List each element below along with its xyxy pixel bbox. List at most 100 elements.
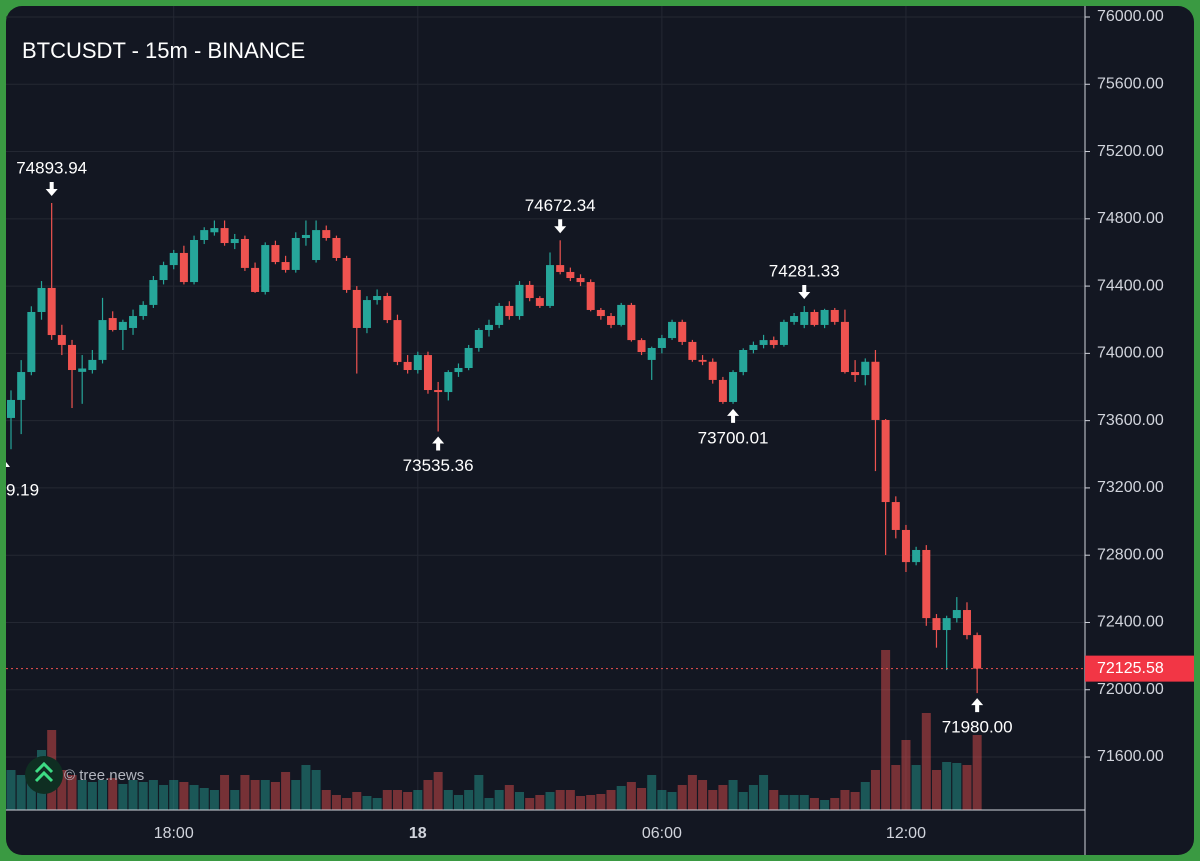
candle-body xyxy=(556,265,565,272)
volume-bar xyxy=(931,770,941,810)
candle-body xyxy=(881,419,890,503)
volume-bar xyxy=(331,795,341,810)
annotation-label: 74893.94 xyxy=(16,158,87,177)
volume-bar xyxy=(291,780,301,810)
candle-body xyxy=(586,282,595,310)
volume-bar xyxy=(840,790,850,810)
volume-bar xyxy=(809,798,819,810)
candle-body xyxy=(220,228,229,244)
annotation-arrow xyxy=(45,182,58,197)
annotation-arrow xyxy=(432,436,445,451)
candle-body xyxy=(342,258,351,290)
candle-body xyxy=(688,341,697,360)
candle-body xyxy=(200,230,209,241)
candle-body xyxy=(179,252,188,283)
candle-body xyxy=(952,610,961,619)
y-tick-label: 72800.00 xyxy=(1097,546,1164,563)
volume-bar xyxy=(392,790,402,810)
annotation-label: 73700.01 xyxy=(698,428,769,447)
y-tick-label: 75200.00 xyxy=(1097,143,1164,160)
candle-body xyxy=(851,372,860,376)
volume-bar xyxy=(199,788,209,810)
volume-bar xyxy=(16,775,26,810)
volume-bar xyxy=(657,790,667,810)
candle-body xyxy=(678,321,687,342)
candle-body xyxy=(108,318,117,330)
volume-bar xyxy=(281,772,291,810)
volume-bar xyxy=(372,798,382,810)
volume-bar xyxy=(698,780,708,810)
chart-title: BTCUSDT - 15m - BINANCE xyxy=(22,38,305,63)
candle-body xyxy=(942,618,951,631)
volume-bar xyxy=(962,765,972,810)
candle-body xyxy=(393,320,402,362)
annotation-label: 73535.36 xyxy=(403,456,474,475)
candle-body xyxy=(657,338,666,348)
candle-body xyxy=(718,379,727,402)
volume-bar xyxy=(850,792,860,810)
candle-body xyxy=(779,321,788,345)
candle-body xyxy=(312,230,321,261)
volume-bar xyxy=(311,770,321,810)
volume-bar xyxy=(342,798,352,810)
volume-bar xyxy=(494,790,504,810)
volume-bar xyxy=(891,765,901,810)
candle-body xyxy=(149,280,158,305)
volume-bar xyxy=(77,780,87,810)
candle-body xyxy=(17,372,26,400)
volume-bar xyxy=(942,762,952,810)
candle-body xyxy=(251,267,260,292)
candle-body xyxy=(332,237,341,259)
y-tick-label: 71600.00 xyxy=(1097,748,1164,765)
volume-bar xyxy=(270,782,280,810)
volume-bar xyxy=(606,790,616,810)
y-tick-label: 74000.00 xyxy=(1097,345,1164,362)
candle-body xyxy=(88,359,97,371)
volume-bar xyxy=(159,785,169,810)
candle-body xyxy=(962,610,971,636)
annotation-arrow xyxy=(6,462,10,467)
candle-body xyxy=(423,355,432,391)
candle-body xyxy=(169,252,178,266)
volume-bar xyxy=(799,795,809,810)
volume-bar xyxy=(220,775,230,810)
candle-body xyxy=(271,245,280,263)
volume-bar xyxy=(535,795,545,810)
volume-bar xyxy=(972,735,982,810)
volume-bar xyxy=(687,775,697,810)
candle-body xyxy=(973,635,982,669)
volume-bar xyxy=(250,780,260,810)
volume-bar xyxy=(148,780,158,810)
volume-bar xyxy=(362,796,372,810)
annotation-arrow xyxy=(727,408,740,423)
watermark: © tree.news xyxy=(64,767,144,784)
volume-bar xyxy=(637,788,647,810)
volume-bar xyxy=(626,782,636,810)
last-price-label: 72125.58 xyxy=(1097,660,1164,677)
volume-bar xyxy=(952,763,962,810)
candle-body xyxy=(444,372,453,393)
volume-bar xyxy=(423,780,433,810)
candle-body xyxy=(515,284,524,317)
last-price-tag xyxy=(1085,655,1194,682)
candle-body xyxy=(27,311,36,373)
candle-body xyxy=(240,238,249,268)
candle-body xyxy=(637,340,646,353)
annotation-arrow xyxy=(971,698,984,713)
candle-body xyxy=(810,311,819,325)
volume-bar xyxy=(504,785,514,810)
volume-bar xyxy=(759,775,769,810)
candle-body xyxy=(891,502,900,530)
candle-body xyxy=(596,309,605,317)
candle-body xyxy=(830,309,839,322)
volume-bar xyxy=(474,775,484,810)
candle-body xyxy=(698,359,707,362)
candle-body xyxy=(820,309,829,325)
candle-body xyxy=(57,335,66,345)
volume-bar xyxy=(555,790,565,810)
volume-bar xyxy=(443,790,453,810)
candle-body xyxy=(495,305,504,325)
candle-body xyxy=(322,230,331,238)
volume-bar xyxy=(596,794,606,810)
